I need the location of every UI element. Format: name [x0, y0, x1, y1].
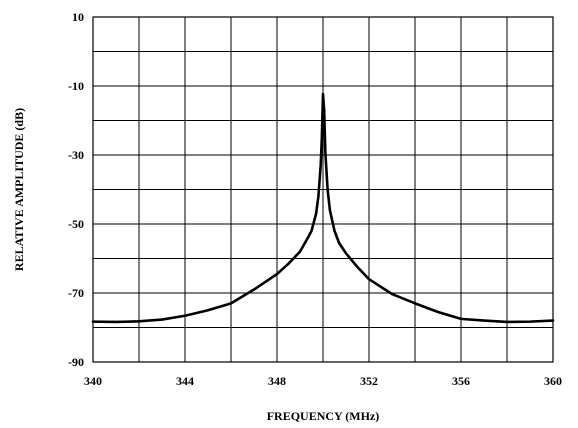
y-axis-title: RELATIVE AMPLITUDE (dB): [12, 108, 26, 271]
y-tick-label: 10: [72, 10, 84, 24]
y-tick-label: -50: [68, 217, 84, 231]
x-tick-label: 352: [360, 374, 378, 388]
y-tick-label: -30: [68, 148, 84, 162]
x-tick-label: 348: [268, 374, 286, 388]
x-axis-title: FREQUENCY (MHz): [267, 409, 380, 423]
plot-frame: [92, 16, 554, 363]
y-tick-labels: 10 -10 -30 -50 -70 -90: [68, 10, 84, 369]
x-tick-label: 344: [176, 374, 194, 388]
x-tick-label: 356: [452, 374, 470, 388]
grid-lines: [93, 17, 553, 362]
x-tick-label: 340: [84, 374, 102, 388]
series-line: [91, 92, 555, 324]
x-tick-labels: 340 344 348 352 356 360: [84, 374, 562, 388]
y-tick-label: -70: [68, 286, 84, 300]
y-tick-label: -10: [68, 79, 84, 93]
x-tick-label: 360: [544, 374, 562, 388]
y-tick-label: -90: [68, 355, 84, 369]
